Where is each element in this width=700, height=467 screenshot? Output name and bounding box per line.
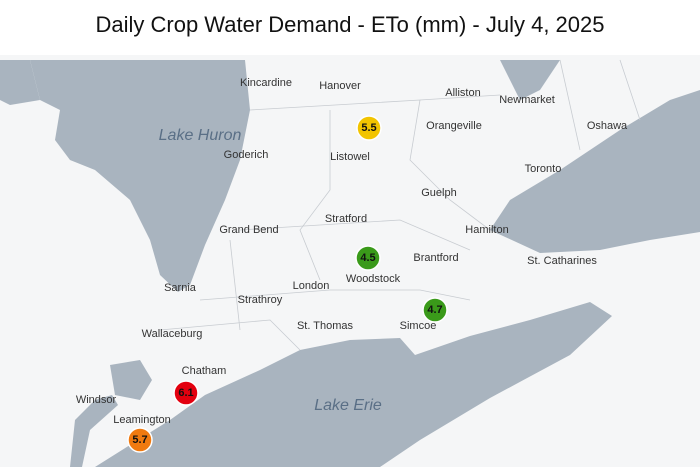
- lake-label: Lake Erie: [314, 397, 382, 414]
- station-value: 6.1: [178, 387, 193, 399]
- station-marker: [127, 427, 153, 453]
- city-label: Windsor: [76, 394, 117, 406]
- city-label: Sarnia: [164, 282, 197, 294]
- lake-ontario-shape: [490, 90, 700, 253]
- city-label: London: [293, 280, 330, 292]
- labels: Lake Huron Lake Erie Kincardine Hanover Alli…: [76, 77, 628, 453]
- city-label: Oshawa: [587, 120, 628, 132]
- lake-huron-shape: [30, 60, 250, 292]
- lake-st-clair-shape: [110, 360, 152, 400]
- city-label: St. Catharines: [527, 255, 597, 267]
- city-label: Alliston: [445, 87, 480, 99]
- city-label: Kincardine: [240, 77, 292, 89]
- boundaries: [159, 59, 641, 351]
- water: [0, 60, 40, 105]
- station-value: 4.5: [360, 252, 375, 264]
- city-label: Hanover: [319, 80, 361, 92]
- city-label: Simcoe: [400, 320, 437, 332]
- city-label: Strathroy: [238, 294, 283, 306]
- lake-erie-shape: [95, 302, 612, 467]
- city-label: Goderich: [224, 149, 269, 161]
- city-label: Woodstock: [346, 273, 401, 285]
- detroit-river: [70, 395, 118, 467]
- city-label: Newmarket: [499, 94, 555, 106]
- city-label: Wallaceburg: [142, 328, 203, 340]
- city-label: Listowel: [330, 151, 370, 163]
- station-marker: [422, 297, 448, 323]
- station-marker: [355, 245, 381, 271]
- title: Daily Crop Water Demand - ETo (mm) - Jul…: [96, 12, 605, 37]
- station-marker: [356, 115, 382, 141]
- station-value: 5.5: [361, 122, 376, 134]
- city-label: Toronto: [525, 163, 562, 175]
- station-value: 5.7: [132, 434, 147, 446]
- city-label: Chatham: [182, 365, 227, 377]
- city-label: St. Thomas: [297, 320, 354, 332]
- city-label: Brantford: [413, 252, 458, 264]
- city-label: Hamilton: [465, 224, 508, 236]
- lake-simcoe-shape: [500, 60, 560, 100]
- city-label: Leamington: [113, 414, 171, 426]
- station-value: 4.7: [427, 304, 442, 316]
- lake-label: Lake Huron: [159, 127, 242, 144]
- city-label: Grand Bend: [219, 224, 278, 236]
- station-marker: [173, 380, 199, 406]
- city-label: Orangeville: [426, 120, 482, 132]
- city-label: Stratford: [325, 213, 367, 225]
- city-label: Guelph: [421, 187, 456, 199]
